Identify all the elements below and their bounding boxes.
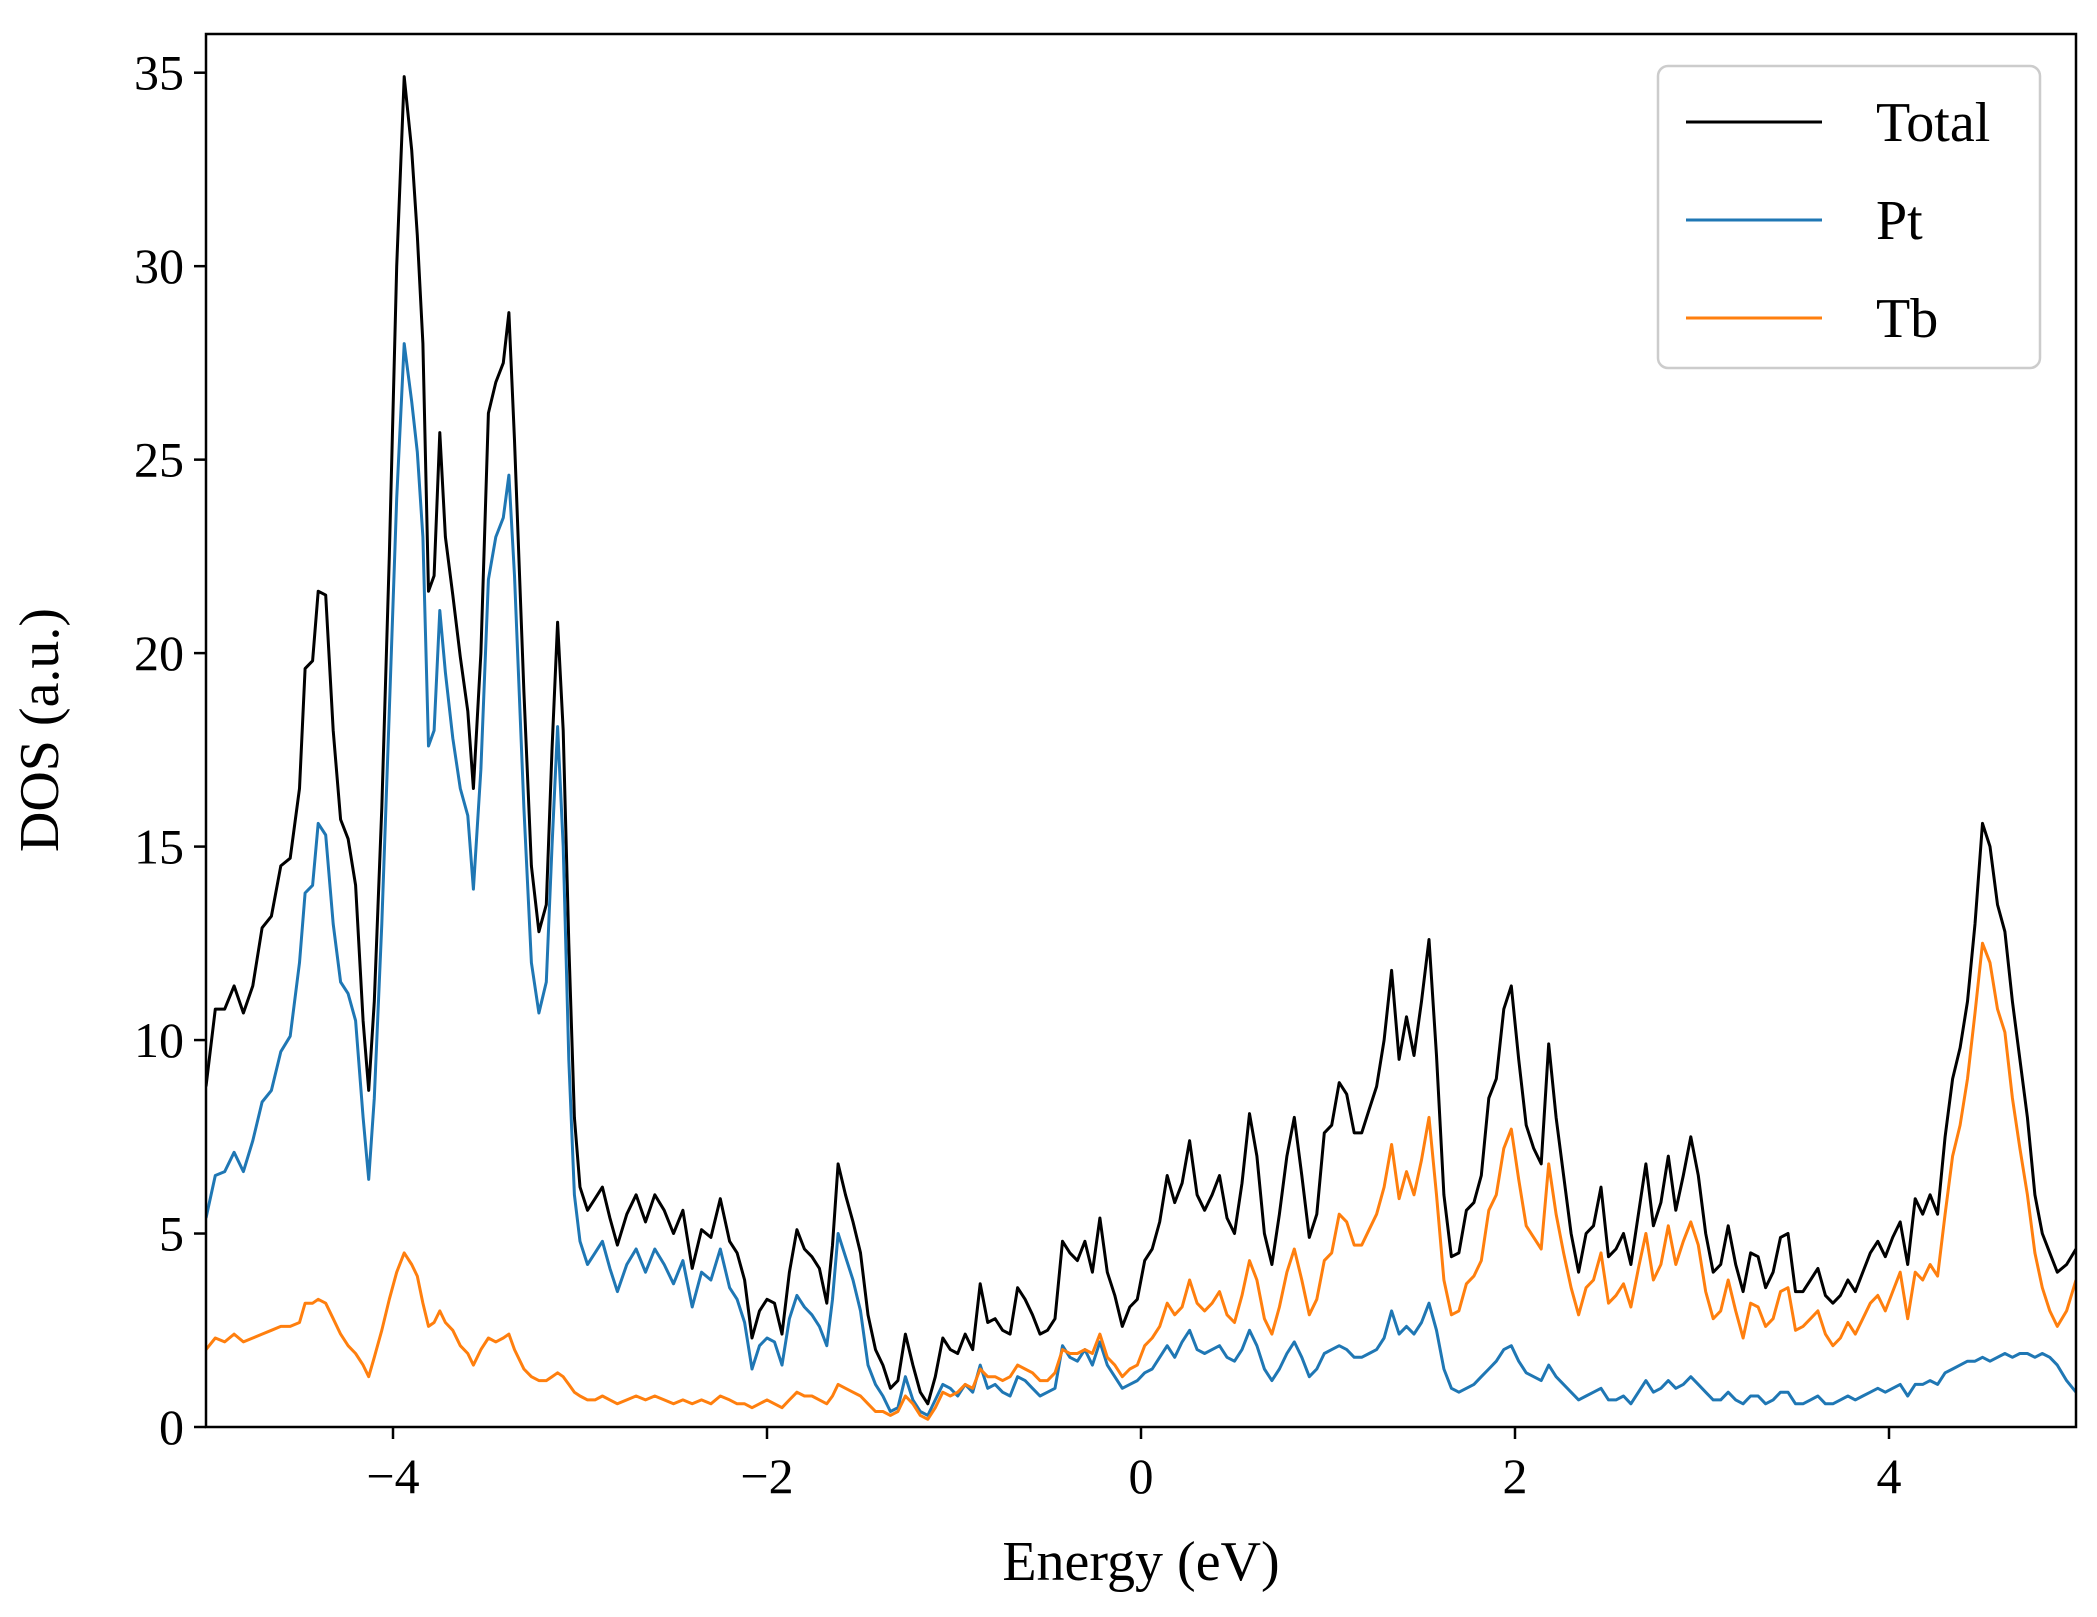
series-layer: [206, 75, 2076, 1421]
x-axis: −4 −2 0 2 4: [366, 1427, 1902, 1504]
x-tick-label: 0: [1129, 1448, 1154, 1504]
legend-label-total: Total: [1876, 92, 1990, 154]
x-tick-label: 2: [1503, 1448, 1528, 1504]
x-tick-label: 4: [1877, 1448, 1902, 1504]
legend: Total Pt Tb: [1656, 64, 2042, 370]
series-line-tb: [206, 941, 2076, 1421]
series-line-pt: [206, 342, 2076, 1417]
y-tick-label: 5: [159, 1206, 184, 1262]
y-tick-label: 0: [159, 1399, 184, 1455]
y-axis: 0 5 10 15 20 25 30 35: [134, 45, 206, 1455]
y-tick-label: 10: [134, 1012, 184, 1068]
y-tick-label: 30: [134, 238, 184, 294]
y-tick-label: 20: [134, 625, 184, 681]
series-line-total: [206, 75, 2076, 1406]
legend-label-pt: Pt: [1876, 190, 1923, 252]
legend-label-tb: Tb: [1876, 288, 1938, 350]
legend-box: [1656, 64, 2042, 370]
y-tick-label: 15: [134, 819, 184, 875]
x-tick-label: −4: [366, 1448, 419, 1504]
y-tick-label: 35: [134, 45, 184, 101]
y-tick-label: 25: [134, 432, 184, 488]
x-axis-label: Energy (eV): [1002, 1531, 1279, 1593]
x-tick-label: −2: [740, 1448, 793, 1504]
y-axis-label: DOS (a.u.): [9, 608, 71, 852]
